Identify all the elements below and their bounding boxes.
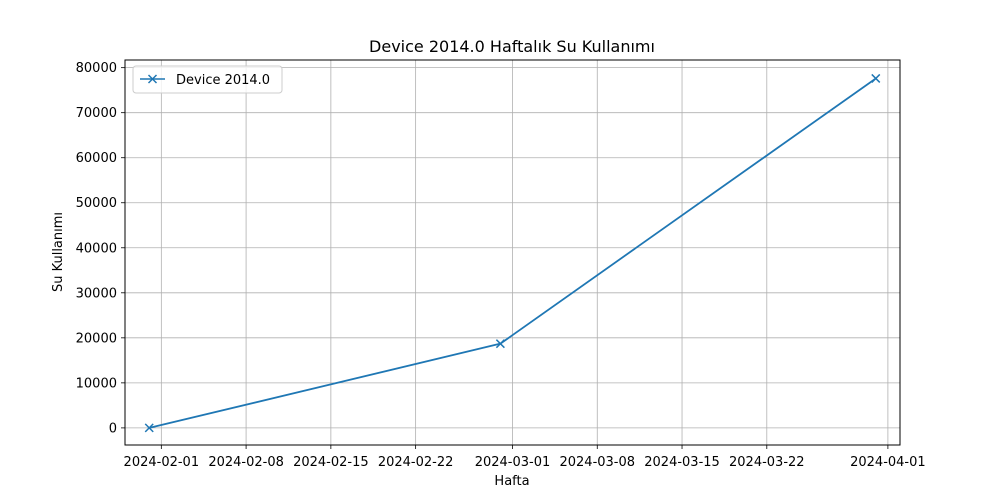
- marker-stroke: [871, 73, 881, 83]
- data-point-marker: [871, 73, 881, 83]
- y-tick-label: 80000: [76, 61, 117, 76]
- y-tick-label: 70000: [76, 106, 117, 121]
- y-tick-label: 60000: [76, 151, 117, 166]
- y-tick-label: 40000: [76, 241, 117, 256]
- x-tick-label: 2024-03-15: [644, 455, 720, 470]
- data-point-marker: [144, 423, 154, 433]
- y-tick-label: 50000: [76, 196, 117, 211]
- y-tick-label: 30000: [76, 286, 117, 301]
- marker-stroke: [144, 423, 154, 433]
- y-axis-title: Su Kullanımı: [51, 212, 66, 292]
- y-tick-label: 20000: [76, 331, 117, 346]
- marker-stroke: [147, 74, 158, 84]
- marker-stroke: [495, 339, 505, 349]
- y-tick-label: 0: [109, 421, 117, 436]
- x-tick-label: 2024-04-01: [850, 455, 926, 470]
- data-point-marker: [495, 339, 505, 349]
- x-tick-label: 2024-03-01: [475, 455, 551, 470]
- legend-box: [132, 65, 283, 94]
- x-axis-title: Hafta: [494, 474, 529, 489]
- y-tick-label: 10000: [76, 376, 117, 391]
- x-tick-label: 2024-02-22: [378, 455, 454, 470]
- x-tick-label: 2024-02-08: [208, 455, 284, 470]
- legend-marker-x: [147, 74, 158, 84]
- legend: Device 2014.0: [132, 65, 283, 94]
- grid: [125, 60, 900, 445]
- x-tick-label: 2024-03-08: [559, 455, 635, 470]
- legend-marker: [147, 74, 158, 84]
- x-tick-label: 2024-02-15: [293, 455, 369, 470]
- ticks: 2024-02-01 2024-02-08 2024-02-15 2024-02-22…: [76, 61, 926, 470]
- series-layer: [144, 73, 881, 433]
- x-tick-label: 2024-03-22: [729, 455, 805, 470]
- legend-label: Device 2014.0: [176, 73, 270, 88]
- chart-title: Device 2014.0 Haftalık Su Kullanımı: [369, 37, 655, 56]
- x-tick-label: 2024-02-01: [124, 455, 200, 470]
